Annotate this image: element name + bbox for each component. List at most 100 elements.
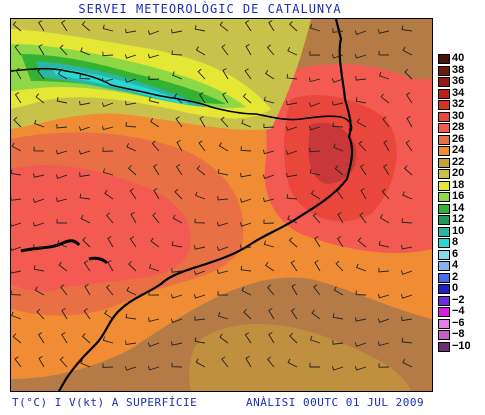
- wind-barb: [199, 116, 206, 128]
- legend-swatch: [438, 77, 450, 87]
- wind-barb: [263, 96, 275, 104]
- wind-barb: [314, 260, 321, 272]
- wind-barb: [13, 116, 22, 128]
- wind-barb: [38, 44, 45, 56]
- legend-label: 26: [452, 132, 465, 145]
- wind-barb: [12, 21, 22, 32]
- wind-barb: [151, 140, 160, 152]
- wind-barb: [291, 284, 298, 296]
- legend-label: −2: [452, 293, 465, 306]
- legend-swatch: [438, 134, 450, 145]
- wind-barb: [308, 77, 321, 83]
- wind-barb: [402, 46, 413, 56]
- legend-swatch: [438, 295, 450, 306]
- field-core: [308, 122, 357, 184]
- wind-barb: [79, 101, 91, 106]
- wind-barb: [194, 218, 206, 224]
- wind-barb: [378, 71, 390, 80]
- wind-barb: [11, 142, 22, 152]
- wind-barb: [217, 291, 229, 296]
- wind-barb: [147, 30, 160, 35]
- wind-barb: [245, 44, 252, 56]
- wind-barb: [101, 77, 114, 83]
- wind-barb: [356, 118, 367, 128]
- wind-barb: [195, 46, 206, 56]
- wind-barb: [264, 69, 275, 80]
- wind-barb: [405, 140, 413, 152]
- legend-label: 34: [452, 86, 465, 99]
- legend-label: −10: [452, 339, 471, 352]
- wind-barb: [124, 78, 137, 83]
- wind-barb: [194, 25, 206, 32]
- legend-swatch: [438, 341, 450, 352]
- wind-barb: [380, 93, 390, 104]
- wind-barb: [221, 356, 229, 368]
- legend-label: 18: [452, 178, 465, 191]
- wind-barb: [216, 269, 229, 274]
- legend-label: 30: [452, 109, 465, 122]
- wind-barb: [170, 318, 183, 323]
- legend-swatch: [438, 65, 450, 76]
- legend-swatch: [438, 284, 450, 294]
- legend-swatch: [438, 261, 450, 271]
- wind-barb: [403, 165, 413, 176]
- wind-barb: [171, 50, 183, 56]
- wind-barb: [405, 92, 413, 104]
- wind-barb: [104, 189, 114, 200]
- weather-map: [10, 18, 433, 392]
- legend-swatch: [438, 157, 450, 168]
- wind-barb: [80, 214, 91, 224]
- wind-barb: [125, 28, 137, 34]
- wind-barb: [244, 20, 252, 32]
- wind-barb: [266, 284, 275, 296]
- footer-analysis-time: ANÀLISI 00UTC 01 JUL 2009: [246, 396, 425, 409]
- wind-barb: [38, 356, 45, 368]
- wind-barb: [172, 71, 183, 80]
- legend-label: 16: [452, 190, 465, 202]
- legend-label: 12: [452, 213, 465, 225]
- wind-barb: [124, 366, 137, 371]
- wind-barb: [59, 44, 68, 56]
- wind-barb: [332, 340, 344, 345]
- wind-barb: [34, 119, 45, 128]
- legend-swatch: [438, 54, 450, 64]
- wind-barb: [125, 122, 137, 128]
- wind-barb: [194, 337, 206, 344]
- wind-barb: [309, 335, 321, 344]
- wind-barb: [220, 116, 229, 128]
- wind-barb: [83, 308, 91, 320]
- wind-barb: [147, 342, 160, 347]
- wind-barb: [241, 286, 252, 296]
- wind-barb: [61, 308, 68, 320]
- legend-label: 8: [452, 236, 459, 248]
- wind-barb: [153, 164, 160, 176]
- wind-barb: [107, 236, 114, 248]
- field-olive: [189, 324, 411, 391]
- wind-barb: [14, 44, 22, 56]
- wind-barb: [218, 142, 229, 152]
- wind-barb: [262, 149, 275, 155]
- wind-barb: [337, 212, 344, 224]
- wind-barb: [61, 332, 68, 344]
- wind-barb: [285, 126, 298, 131]
- wind-barb: [286, 100, 298, 106]
- wind-barb: [195, 358, 206, 368]
- legend-swatch: [438, 318, 450, 329]
- wind-barb: [105, 284, 114, 296]
- wind-barb: [222, 92, 229, 104]
- page-title: SERVEI METEOROLÒGIC DE CATALUNYA: [78, 2, 342, 16]
- wind-barb: [266, 356, 275, 368]
- legend-label: 20: [452, 167, 465, 179]
- wind-barb: [240, 146, 252, 152]
- wind-barb: [32, 222, 45, 227]
- wind-barb: [147, 53, 160, 59]
- wind-barb: [153, 188, 160, 200]
- wind-barb: [289, 21, 298, 32]
- wind-barb: [79, 74, 91, 80]
- wind-barb: [102, 336, 114, 344]
- wind-barb: [377, 341, 390, 347]
- wind-barb: [240, 265, 252, 272]
- wind-barb: [219, 333, 229, 344]
- wind-barb: [309, 168, 321, 176]
- wind-barb: [11, 169, 22, 176]
